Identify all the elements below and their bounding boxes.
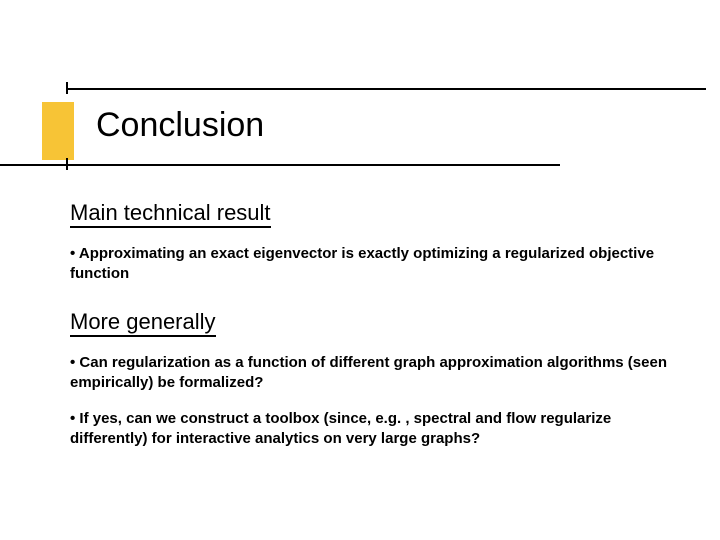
title-tick-bottom: [66, 158, 68, 170]
title-rule-bottom: [0, 164, 560, 166]
slide: Conclusion Main technical result • Appro…: [0, 0, 720, 540]
title-rule-top: [66, 88, 706, 90]
bullet-1-1: • If yes, can we construct a toolbox (si…: [70, 409, 670, 450]
content-region: Main technical result • Approximating an…: [70, 200, 670, 466]
spacer: [70, 301, 670, 309]
bullet-1-0: • Can regularization as a function of di…: [70, 353, 670, 394]
section-heading-0: Main technical result: [70, 200, 271, 228]
section-heading-1: More generally: [70, 309, 216, 337]
slide-title: Conclusion: [96, 106, 264, 145]
title-accent-block: [42, 102, 74, 160]
title-tick-top: [66, 82, 68, 94]
bullet-0-0: • Approximating an exact eigenvector is …: [70, 244, 670, 285]
